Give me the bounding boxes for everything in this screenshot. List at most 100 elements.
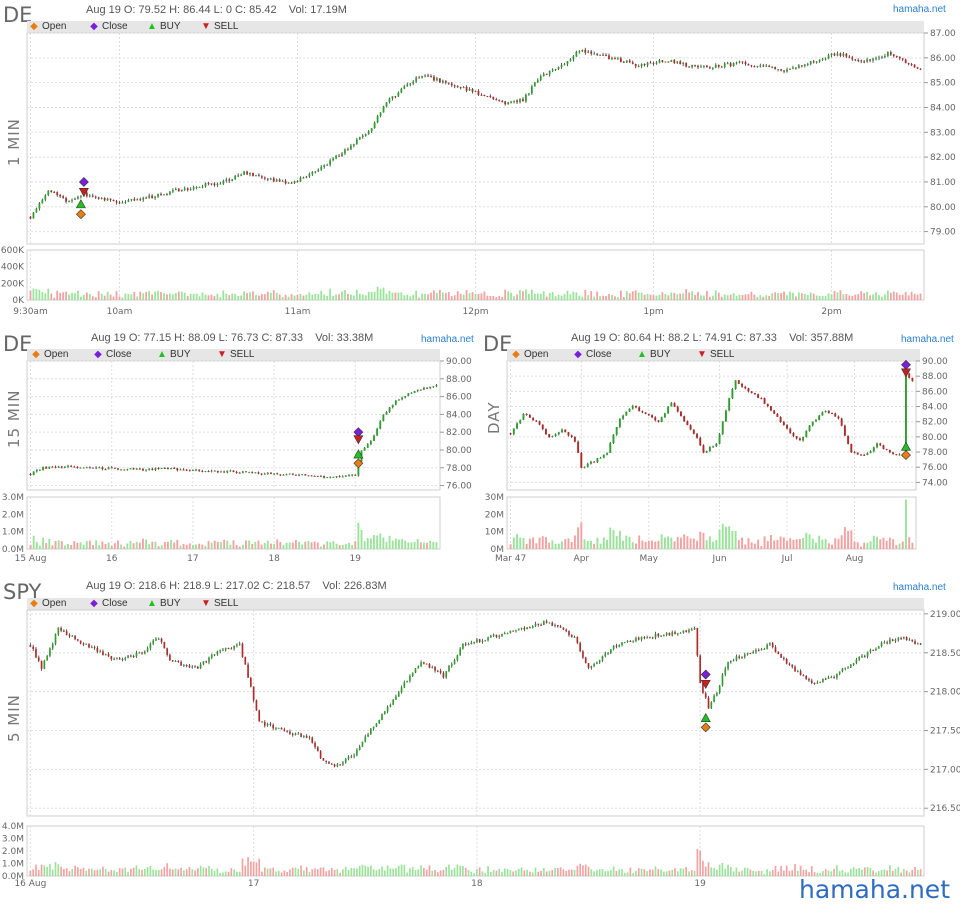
candle-body xyxy=(713,695,715,703)
volume-bar xyxy=(210,868,213,876)
volume-bar xyxy=(795,539,798,549)
candle-body xyxy=(82,643,85,645)
volume-bar xyxy=(138,869,141,876)
candle-body xyxy=(238,472,241,474)
volume-bar xyxy=(275,871,277,876)
volume-bar xyxy=(808,534,811,549)
watermark-link[interactable]: hamaha.net xyxy=(893,4,946,15)
candle-body xyxy=(679,632,682,634)
candle-body xyxy=(599,54,601,56)
volume-bar xyxy=(426,542,429,549)
candle-body xyxy=(911,639,914,642)
volume-bar xyxy=(752,870,755,876)
candle-body xyxy=(113,658,115,660)
candle-body xyxy=(51,466,54,468)
volume-bar xyxy=(889,865,891,876)
price-chart-15min[interactable]: 76.0078.0080.0082.0084.0086.0088.0090.00… xyxy=(0,330,480,570)
candle-body xyxy=(744,62,747,65)
volume-bar xyxy=(850,868,852,876)
candle-body xyxy=(414,668,417,673)
volume-bar xyxy=(201,292,204,300)
candle-body xyxy=(567,432,570,436)
volume-bar xyxy=(830,294,833,300)
volume-bar xyxy=(771,293,774,300)
marker-legend: ◆ Open ◆ Close ▲ BUY ▼ SELL xyxy=(27,349,440,361)
candle-body xyxy=(361,135,364,138)
volume-bar xyxy=(151,294,154,300)
watermark-link[interactable]: hamaha.net xyxy=(893,582,946,593)
candle-body xyxy=(686,421,689,426)
volume-bar xyxy=(263,867,266,876)
candle-body xyxy=(703,65,705,67)
x-tick-label: 17 xyxy=(248,879,259,889)
price-chart-day[interactable]: 74.0076.0078.0080.0082.0084.0086.0088.00… xyxy=(480,330,960,570)
volume-bar xyxy=(60,541,63,549)
volume-bar xyxy=(663,537,666,549)
candle-body xyxy=(263,177,266,179)
candle-body xyxy=(406,680,408,683)
candle-body xyxy=(789,68,791,70)
volume-bar xyxy=(643,294,646,300)
candle-body xyxy=(171,190,174,192)
candle-body xyxy=(344,149,346,154)
volume-bar xyxy=(332,541,335,549)
volume-bar xyxy=(404,540,407,549)
watermark-link[interactable]: hamaha.net xyxy=(901,334,954,345)
candle-body xyxy=(572,56,575,60)
candle-body xyxy=(563,64,566,66)
volume-bar xyxy=(109,294,112,300)
volume-bar xyxy=(269,868,272,876)
volume-bar xyxy=(213,296,216,300)
candle-body xyxy=(418,77,421,79)
volume-bar xyxy=(101,541,104,549)
volume-bar xyxy=(281,296,284,300)
candle-body xyxy=(882,445,885,449)
candle-body xyxy=(478,639,481,642)
candle-body xyxy=(429,386,432,389)
price-chart-1min[interactable]: 79.0080.0081.0082.0083.0084.0085.0086.00… xyxy=(0,0,960,317)
candle-body xyxy=(278,179,281,182)
volume-bar xyxy=(291,867,294,876)
volume-bar xyxy=(400,864,403,876)
candle-body xyxy=(201,186,204,188)
volume-bar xyxy=(85,541,88,549)
candle-body xyxy=(548,622,551,624)
candle-body xyxy=(554,68,557,70)
candle-body xyxy=(249,172,251,175)
volume-bar xyxy=(725,526,727,549)
watermark-link[interactable]: hamaha.net xyxy=(421,334,474,345)
candle-body xyxy=(769,643,771,645)
candle-body xyxy=(869,649,872,652)
volume-bar xyxy=(548,870,551,876)
volume-bar xyxy=(833,291,836,300)
volume-tick-label: 30M xyxy=(485,493,504,503)
volume-bar xyxy=(631,542,634,549)
candle-body xyxy=(154,196,156,199)
volume-bar xyxy=(741,537,743,549)
volume-bar xyxy=(350,294,352,300)
volume-bar xyxy=(291,542,294,549)
candle-body xyxy=(216,651,219,655)
candle-body xyxy=(379,421,382,429)
volume-bar xyxy=(198,543,201,549)
candle-body xyxy=(139,199,142,201)
candle-body xyxy=(246,171,248,175)
footer-watermark[interactable]: hamaha.net xyxy=(799,875,950,904)
volume-bar xyxy=(587,295,590,300)
volume-bar xyxy=(314,293,317,300)
volume-bar xyxy=(213,540,216,549)
volume-bar xyxy=(400,292,403,300)
volume-bar xyxy=(103,295,106,300)
volume-bar xyxy=(117,540,119,549)
volume-bar xyxy=(341,291,343,300)
candle-body xyxy=(173,467,176,469)
volume-bar xyxy=(379,533,382,549)
volume-bar xyxy=(901,294,904,300)
volume-bar xyxy=(910,291,913,300)
candle-body xyxy=(169,191,171,195)
volume-bar xyxy=(38,545,41,549)
candle-body xyxy=(307,475,310,477)
candle-body xyxy=(300,733,302,737)
candle-body xyxy=(104,469,107,471)
